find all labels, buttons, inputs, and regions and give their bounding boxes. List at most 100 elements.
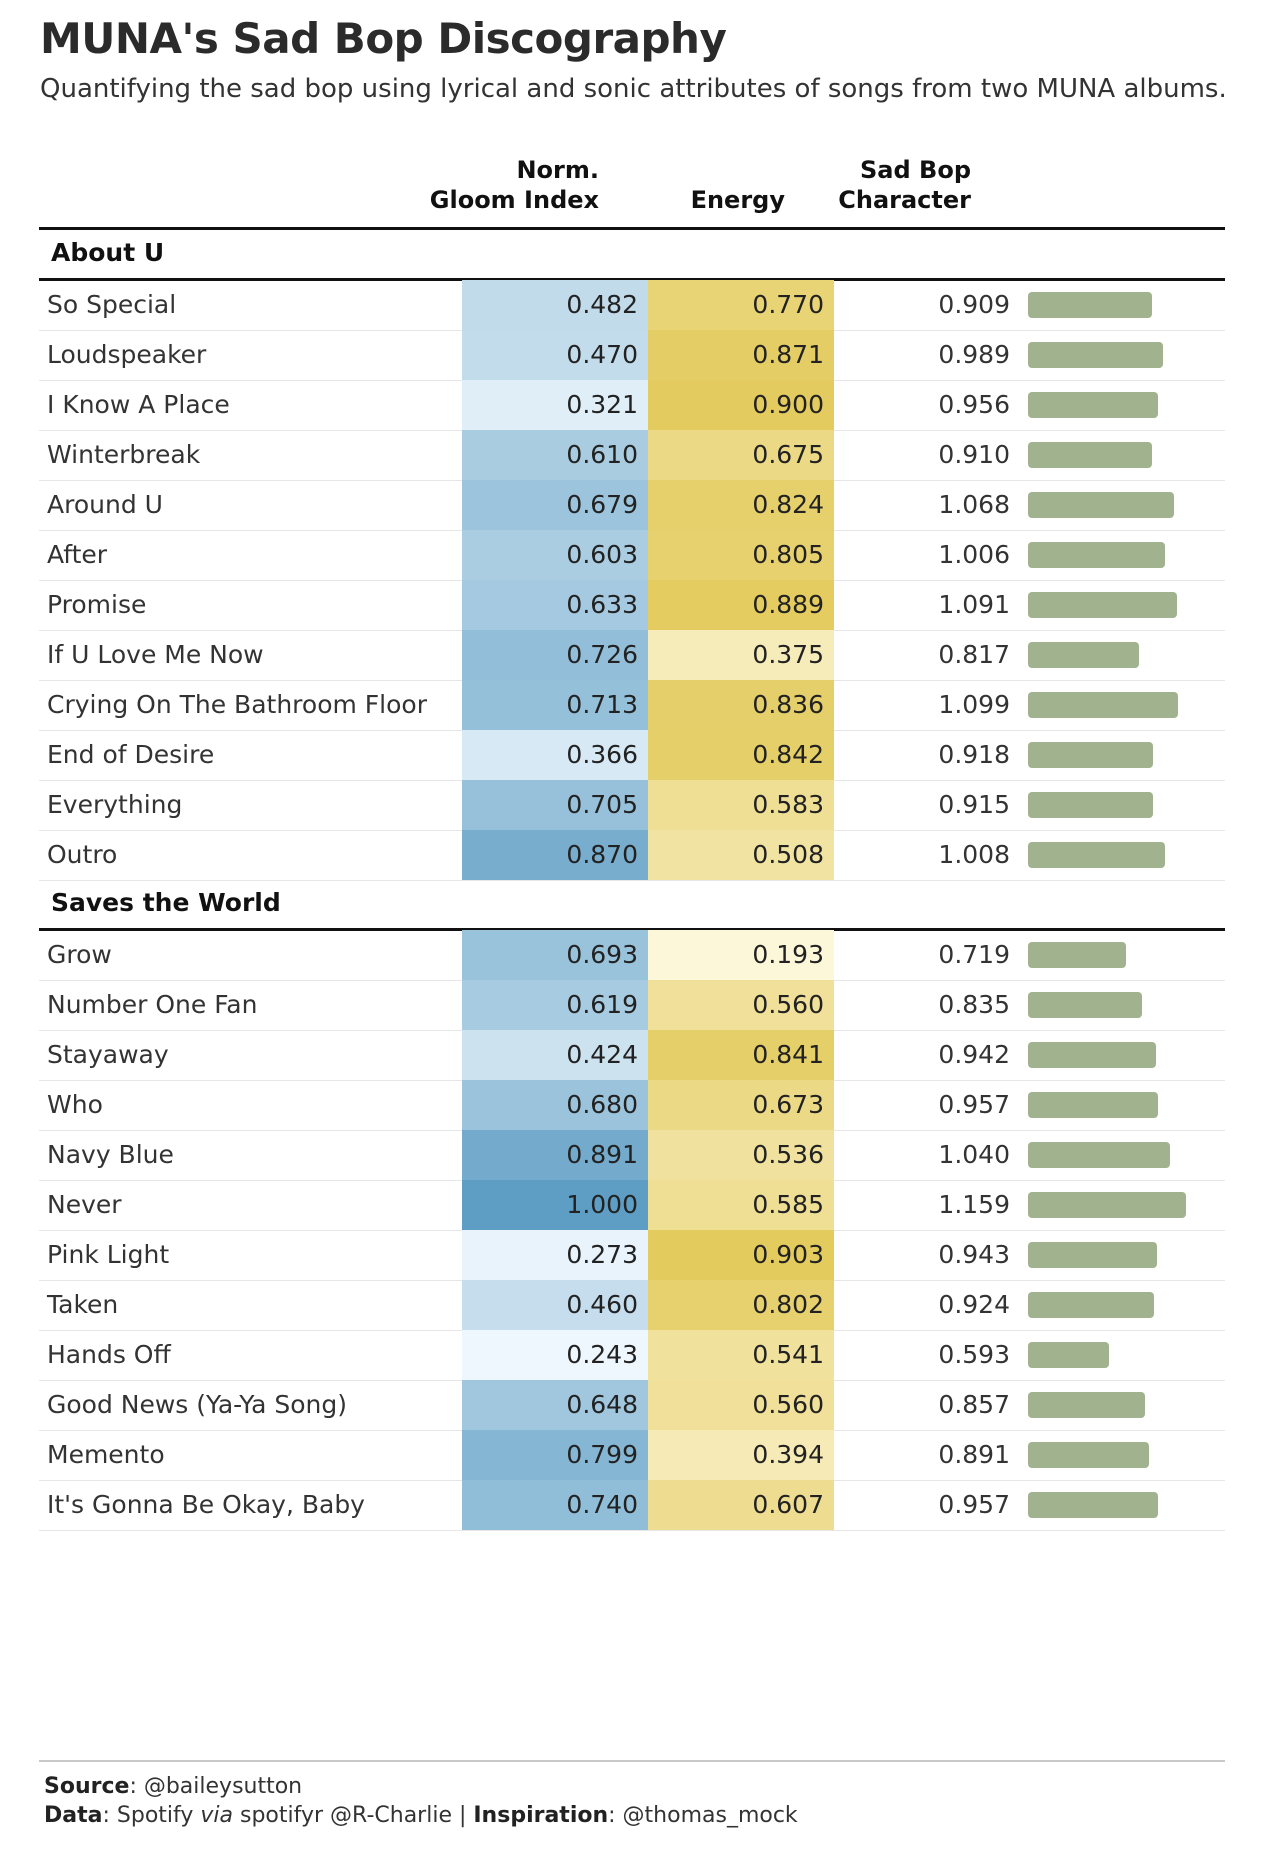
song-name: Winterbreak [47,440,201,469]
sadbop-bar [1028,1092,1158,1118]
sadbop-value: 0.910 [938,440,1010,469]
gloom-cell: 0.460 [462,1280,648,1330]
footer-inspiration-label: Inspiration [473,1803,609,1828]
sadbop-bar [1028,392,1158,418]
sadbop-value: 0.924 [938,1290,1010,1319]
sadbop-bar [1028,342,1163,368]
gloom-cell: 0.705 [462,780,648,830]
energy-cell: 0.889 [648,580,834,630]
gloom-cell: 0.243 [462,1330,648,1380]
footer-data-label: Data [44,1803,103,1828]
sadbop-value: 0.915 [938,790,1010,819]
song-name: Loudspeaker [47,340,207,369]
song-name: After [47,540,108,569]
table-row: Everything 0.705 0.583 0.915 [39,780,1225,831]
sadbop-value: 0.835 [938,990,1010,1019]
gloom-cell: 0.870 [462,830,648,880]
footer-data-text-1: : Spotify [102,1803,201,1828]
sadbop-value: 0.957 [938,1490,1010,1519]
song-name: So Special [47,290,177,319]
sadbop-value: 0.593 [938,1340,1010,1369]
table-row: Who 0.680 0.673 0.957 [39,1080,1225,1131]
sadbop-bar [1028,1342,1109,1368]
energy-cell: 0.560 [648,1380,834,1430]
sadbop-value: 0.857 [938,1390,1010,1419]
song-name: Taken [47,1290,119,1319]
table-row: Navy Blue 0.891 0.536 1.040 [39,1130,1225,1181]
table-row: Pink Light 0.273 0.903 0.943 [39,1230,1225,1281]
group-rule [39,278,1225,281]
gloom-cell: 0.799 [462,1430,648,1480]
row-separator [39,1530,1225,1531]
song-name: Pink Light [47,1240,170,1269]
gloom-cell: 1.000 [462,1180,648,1230]
header-rule [39,227,1225,230]
table-row: Grow 0.693 0.193 0.719 [39,930,1225,981]
gloom-cell: 0.713 [462,680,648,730]
energy-cell: 0.536 [648,1130,834,1180]
gloom-cell: 0.891 [462,1130,648,1180]
energy-cell: 0.375 [648,630,834,680]
table-row: Hands Off 0.243 0.541 0.593 [39,1330,1225,1381]
sadbop-value: 0.719 [938,940,1010,969]
energy-cell: 0.871 [648,330,834,380]
energy-cell: 0.673 [648,1080,834,1130]
gloom-cell: 0.321 [462,380,648,430]
table-row: If U Love Me Now 0.726 0.375 0.817 [39,630,1225,681]
gloom-cell: 0.273 [462,1230,648,1280]
energy-cell: 0.193 [648,930,834,980]
sadbop-bar [1028,1242,1157,1268]
table-row: Memento 0.799 0.394 0.891 [39,1430,1225,1481]
sadbop-bar [1028,1292,1154,1318]
song-name: Stayaway [47,1040,169,1069]
sadbop-bar [1028,792,1153,818]
gloom-cell: 0.740 [462,1480,648,1530]
chart-title: MUNA's Sad Bop Discography [40,14,727,63]
gloom-cell: 0.610 [462,430,648,480]
table-row: Good News (Ya-Ya Song) 0.648 0.560 0.857 [39,1380,1225,1431]
row-separator [39,880,1225,881]
song-name: I Know A Place [47,390,230,419]
sadbop-value: 0.989 [938,340,1010,369]
energy-cell: 0.802 [648,1280,834,1330]
sadbop-bar [1028,542,1165,568]
sadbop-value: 1.091 [938,590,1010,619]
table-row: Taken 0.460 0.802 0.924 [39,1280,1225,1331]
table-row: Loudspeaker 0.470 0.871 0.989 [39,330,1225,381]
header-gloom-line1: Norm. [516,156,599,184]
sadbop-bar [1028,1492,1158,1518]
energy-cell: 0.770 [648,280,834,330]
song-name: Never [47,1190,122,1219]
header-sadbop-line2: Character [838,186,971,214]
gloom-cell: 0.424 [462,1030,648,1080]
energy-cell: 0.583 [648,780,834,830]
gloom-cell: 0.680 [462,1080,648,1130]
sadbop-value: 0.943 [938,1240,1010,1269]
group-label: About U [51,238,165,267]
sadbop-value: 1.040 [938,1140,1010,1169]
song-name: Navy Blue [47,1140,174,1169]
energy-cell: 0.607 [648,1480,834,1530]
energy-cell: 0.508 [648,830,834,880]
sadbop-value: 0.817 [938,640,1010,669]
energy-cell: 0.842 [648,730,834,780]
footer-source: Source: @baileysutton [44,1774,302,1799]
table-row: Promise 0.633 0.889 1.091 [39,580,1225,631]
song-name: Outro [47,840,118,869]
energy-cell: 0.824 [648,480,834,530]
header-gloom: Norm. Gloom Index [423,155,599,215]
gloom-cell: 0.648 [462,1380,648,1430]
chart-subtitle: Quantifying the sad bop using lyrical an… [40,74,1227,104]
sadbop-bar [1028,592,1177,618]
table-row: It's Gonna Be Okay, Baby 0.740 0.607 0.957 [39,1480,1225,1531]
sadbop-bar [1028,942,1126,968]
gloom-cell: 0.603 [462,530,648,580]
table-row: Number One Fan 0.619 0.560 0.835 [39,980,1225,1031]
footer-rule [39,1760,1225,1762]
energy-cell: 0.585 [648,1180,834,1230]
footer-source-text: : @baileysutton [129,1774,303,1799]
sadbop-value: 1.099 [938,690,1010,719]
sadbop-bar [1028,292,1152,318]
song-name: Around U [47,490,163,519]
